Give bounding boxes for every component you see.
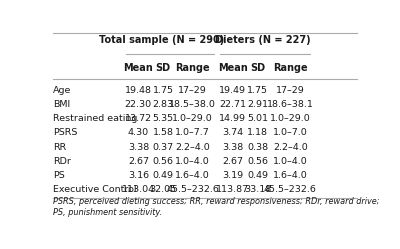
Text: 18.5–38.0: 18.5–38.0 [169,100,216,109]
Text: 45.5–232.6: 45.5–232.6 [166,185,219,194]
Text: 22.30: 22.30 [125,100,152,109]
Text: 1.75: 1.75 [153,86,174,95]
Text: 19.49: 19.49 [219,86,246,95]
Text: 5.35: 5.35 [152,114,174,123]
Text: PS: PS [53,171,65,180]
Text: PS, punishment sensitivity.: PS, punishment sensitivity. [53,208,162,217]
Text: 32.05: 32.05 [150,185,177,194]
Text: 3.38: 3.38 [222,142,244,152]
Text: Executive Control: Executive Control [53,185,136,194]
Text: 5.01: 5.01 [247,114,268,123]
Text: Range: Range [273,63,308,73]
Text: 3.19: 3.19 [222,171,244,180]
Text: 45.5–232.6: 45.5–232.6 [264,185,317,194]
Text: 0.56: 0.56 [247,157,268,166]
Text: 1.0–7.7: 1.0–7.7 [175,128,210,137]
Text: 0.49: 0.49 [247,171,268,180]
Text: 1.75: 1.75 [247,86,268,95]
Text: 1.6–4.0: 1.6–4.0 [273,171,308,180]
Text: 17–29: 17–29 [178,86,207,95]
Text: RR: RR [53,142,66,152]
Text: Dieters (N = 227): Dieters (N = 227) [214,35,310,45]
Text: 2.2–4.0: 2.2–4.0 [175,142,210,152]
Text: 33.18: 33.18 [244,185,271,194]
Text: 1.18: 1.18 [247,128,268,137]
Text: PSRS, perceived dieting success; RR, reward responsiveness; RDr, reward drive;: PSRS, perceived dieting success; RR, rew… [53,197,380,206]
Text: 2.67: 2.67 [128,157,149,166]
Text: 1.0–4.0: 1.0–4.0 [175,157,210,166]
Text: 13.72: 13.72 [125,114,152,123]
Text: SD: SD [156,63,171,73]
Text: 3.38: 3.38 [128,142,149,152]
Text: 0.38: 0.38 [247,142,268,152]
Text: 1.0–7.0: 1.0–7.0 [273,128,308,137]
Text: Total sample (N = 290): Total sample (N = 290) [99,35,224,45]
Text: 22.71: 22.71 [219,100,246,109]
Text: 3.74: 3.74 [222,128,244,137]
Text: 0.37: 0.37 [152,142,174,152]
Text: SD: SD [250,63,265,73]
Text: Range: Range [175,63,210,73]
Text: 1.0–29.0: 1.0–29.0 [172,114,213,123]
Text: 2.2–4.0: 2.2–4.0 [273,142,308,152]
Text: Mean: Mean [124,63,153,73]
Text: Restrained eating: Restrained eating [53,114,138,123]
Text: 2.67: 2.67 [222,157,243,166]
Text: 113.87: 113.87 [216,185,250,194]
Text: 1.0–29.0: 1.0–29.0 [270,114,311,123]
Text: Age: Age [53,86,72,95]
Text: 14.99: 14.99 [219,114,246,123]
Text: 2.91: 2.91 [247,100,268,109]
Text: 113.04: 113.04 [122,185,155,194]
Text: 1.0–4.0: 1.0–4.0 [273,157,308,166]
Text: RDr: RDr [53,157,71,166]
Text: 3.16: 3.16 [128,171,149,180]
Text: 19.48: 19.48 [125,86,152,95]
Text: 1.6–4.0: 1.6–4.0 [175,171,210,180]
Text: 2.83: 2.83 [152,100,174,109]
Text: 0.56: 0.56 [153,157,174,166]
Text: BMI: BMI [53,100,70,109]
Text: 17–29: 17–29 [276,86,305,95]
Text: 18.6–38.1: 18.6–38.1 [267,100,314,109]
Text: 4.30: 4.30 [128,128,149,137]
Text: Mean: Mean [218,63,248,73]
Text: PSRS: PSRS [53,128,78,137]
Text: 1.58: 1.58 [153,128,174,137]
Text: 0.49: 0.49 [153,171,174,180]
